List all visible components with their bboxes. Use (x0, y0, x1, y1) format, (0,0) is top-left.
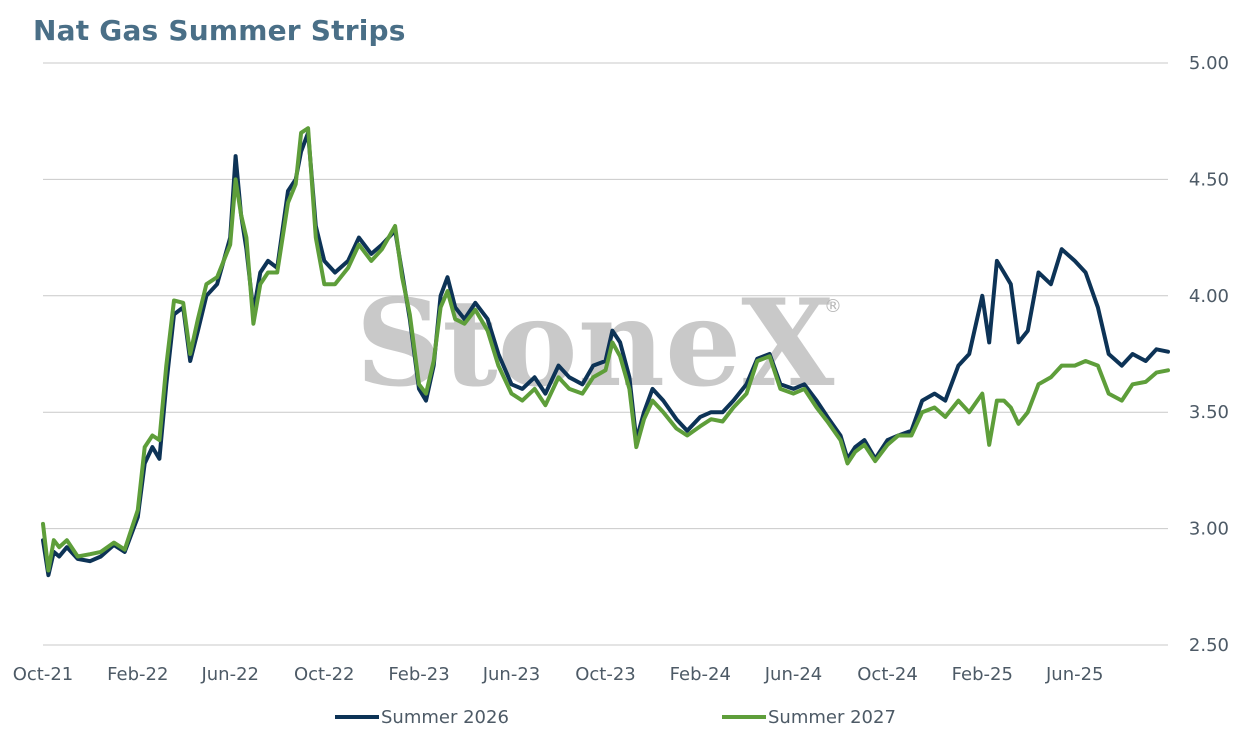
series-lines (41, 126, 1170, 578)
y-tick-label: 4.50 (1189, 169, 1229, 190)
y-tick-label: 3.50 (1189, 402, 1229, 423)
gridlines (43, 62, 1168, 646)
chart-title: Nat Gas Summer Strips (33, 14, 406, 47)
x-tick-label: Oct-22 (294, 664, 355, 685)
x-tick-label: Oct-24 (857, 664, 918, 685)
legend-label-summer-2026: Summer 2026 (381, 706, 509, 728)
y-tick-label: 3.00 (1189, 519, 1229, 540)
x-tick-label: Jun-25 (1045, 664, 1104, 685)
y-tick-label: 4.00 (1189, 286, 1229, 307)
legend-item-summer-2027: Summer 2027 (722, 705, 896, 729)
series-line-summer-2027 (41, 126, 1170, 573)
x-tick-label: Feb-22 (107, 664, 168, 685)
x-tick-label: Jun-24 (764, 664, 823, 685)
x-tick-label: Jun-23 (482, 664, 541, 685)
legend-swatch-summer-2026 (335, 715, 379, 719)
x-axis-tick-labels: Oct-21 Feb-22 Jun-22 Oct-22 Feb-23 Jun-23 Oct-… (13, 664, 1104, 685)
x-tick-label: Oct-21 (13, 664, 74, 685)
x-tick-label: Feb-25 (952, 664, 1013, 685)
watermark-registered-mark: ® (824, 296, 842, 317)
legend-swatch-summer-2027 (722, 715, 766, 719)
y-tick-label: 2.50 (1189, 635, 1229, 656)
x-tick-label: Oct-23 (575, 664, 636, 685)
legend-item-summer-2026: Summer 2026 (335, 705, 509, 729)
series-line-summer-2026 (41, 130, 1170, 578)
x-tick-label: Jun-22 (200, 664, 259, 685)
y-axis-tick-labels: 2.50 3.00 3.50 4.00 4.50 5.00 (1189, 53, 1229, 656)
x-tick-label: Feb-23 (388, 664, 449, 685)
x-tick-label: Feb-24 (670, 664, 731, 685)
legend-label-summer-2027: Summer 2027 (768, 706, 896, 728)
y-tick-label: 5.00 (1189, 53, 1229, 74)
